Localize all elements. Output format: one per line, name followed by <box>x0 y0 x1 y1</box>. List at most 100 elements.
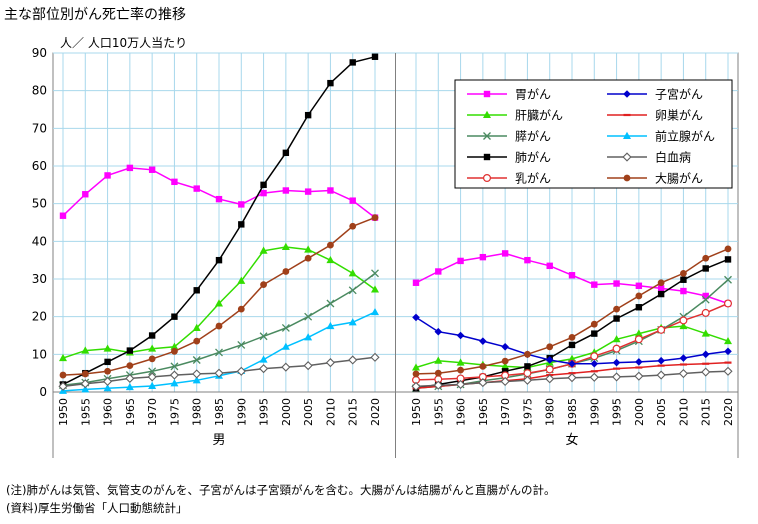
source-note: (資料)厚生労働省「人口動態統計」 <box>6 501 188 515</box>
point-marker <box>125 382 134 391</box>
point-marker <box>215 322 223 330</box>
point-marker <box>281 242 290 250</box>
point-marker <box>282 149 290 157</box>
point-marker <box>371 214 379 222</box>
panel-label: 男 <box>212 433 225 448</box>
x-tick-label: 1980 <box>191 398 204 426</box>
point-marker <box>192 356 201 364</box>
point-marker <box>238 201 245 208</box>
point-marker <box>634 371 644 381</box>
point-marker <box>612 335 621 343</box>
point-marker <box>524 363 531 370</box>
point-marker <box>193 337 201 345</box>
legend-label: 膵がん <box>515 129 551 144</box>
point-marker <box>623 174 631 182</box>
point-marker <box>192 369 202 379</box>
x-tick-label: 2005 <box>655 398 668 426</box>
point-marker <box>102 376 113 387</box>
point-marker <box>657 325 666 334</box>
point-marker <box>590 352 599 361</box>
point-marker <box>147 372 157 382</box>
point-marker <box>304 111 312 119</box>
x-tick-label: 2020 <box>722 398 735 426</box>
y-tick-label: 20 <box>32 310 47 324</box>
point-marker <box>348 355 358 365</box>
point-marker <box>591 281 598 288</box>
point-marker <box>483 110 491 118</box>
legend-label: 白血病 <box>655 150 691 165</box>
x-tick-label: 2020 <box>369 398 382 426</box>
point-marker <box>568 341 576 349</box>
x-tick-label: 1955 <box>432 398 445 426</box>
y-tick-label: 10 <box>32 347 47 361</box>
point-marker <box>103 344 112 352</box>
point-marker <box>348 318 357 326</box>
point-marker <box>281 362 291 372</box>
point-marker <box>680 287 687 295</box>
point-marker <box>412 279 420 286</box>
point-marker <box>501 250 509 257</box>
point-marker <box>657 290 665 298</box>
point-marker <box>260 181 267 189</box>
point-marker <box>678 368 689 379</box>
point-marker <box>613 280 620 287</box>
point-marker <box>215 348 223 357</box>
point-marker <box>635 358 643 366</box>
point-marker <box>59 353 67 362</box>
point-marker <box>724 245 732 253</box>
point-marker <box>126 362 134 370</box>
point-marker <box>348 286 357 295</box>
footnote: (注)肺がんは気管、気管支のがんを、子宮がんは子宮頸がんを含む。大腸がんは結腸が… <box>6 483 556 497</box>
point-marker <box>702 254 710 262</box>
series-胃がん <box>59 164 379 221</box>
point-marker <box>326 321 335 330</box>
point-marker <box>148 367 157 376</box>
point-marker <box>326 299 335 308</box>
point-marker <box>623 90 631 98</box>
x-tick-label: 1990 <box>588 398 601 426</box>
point-marker <box>281 324 290 332</box>
point-marker <box>260 281 267 289</box>
panel-label: 女 <box>565 432 578 448</box>
legend-label: 乳がん <box>515 171 551 186</box>
point-marker <box>435 268 442 275</box>
point-marker <box>281 342 290 350</box>
point-marker <box>634 329 643 337</box>
point-marker <box>590 359 599 368</box>
point-marker <box>371 269 379 278</box>
y-tick-label: 90 <box>32 46 47 60</box>
series-大腸がん <box>412 245 732 378</box>
point-marker <box>81 385 90 393</box>
point-marker <box>411 381 421 391</box>
chart-title: 主な部位別がん死亡率の推移 <box>4 7 186 23</box>
legend-box <box>454 79 733 189</box>
series-白血病 <box>58 352 380 391</box>
legend-item: 肝臓がん <box>467 108 563 123</box>
point-marker <box>260 189 267 197</box>
x-tick-label: 1965 <box>477 398 490 426</box>
legend-label: 前立腺がん <box>655 129 715 144</box>
point-marker <box>81 346 90 354</box>
point-marker <box>724 275 732 284</box>
point-marker <box>457 257 464 265</box>
point-marker <box>478 378 488 388</box>
legend-item: 子宮がん <box>607 87 703 102</box>
x-tick-label: 1995 <box>611 398 624 426</box>
point-marker <box>522 375 533 385</box>
x-tick-label: 1960 <box>102 398 115 426</box>
x-tick-label: 1975 <box>521 398 534 426</box>
y-tick-label: 70 <box>32 121 47 135</box>
x-tick-label: 1995 <box>258 398 271 426</box>
point-marker <box>568 272 576 279</box>
point-marker <box>501 357 509 365</box>
point-marker <box>679 316 688 325</box>
y-axis-label: 人／ 人口10万人当たり <box>60 36 187 50</box>
point-marker <box>657 279 665 287</box>
x-tick-label: 1985 <box>213 398 226 426</box>
series-大腸がん <box>59 214 379 379</box>
legend-item: 肺がん <box>467 150 551 165</box>
point-marker <box>80 379 90 389</box>
y-tick-label: 40 <box>32 234 47 248</box>
point-marker <box>349 59 356 66</box>
x-tick-label: 1975 <box>168 398 181 426</box>
